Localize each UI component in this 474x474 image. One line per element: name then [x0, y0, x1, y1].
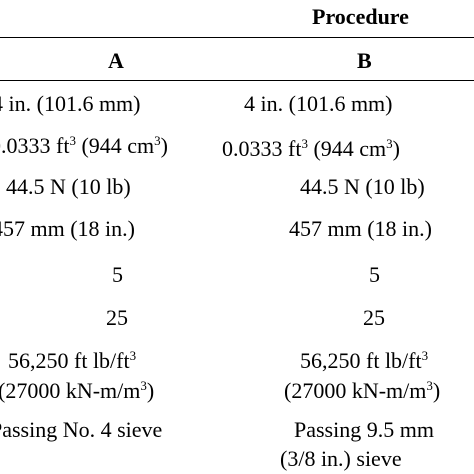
- cell-a-energy-metric: (27000 kN-m/m3): [0, 378, 155, 403]
- column-a-heading: A: [108, 48, 124, 73]
- cell-a-mold-diameter: 4 in. (101.6 mm): [0, 91, 141, 116]
- cell-a-layers: 5: [112, 262, 123, 287]
- cell-b-mold-diameter: 4 in. (101.6 mm): [244, 91, 393, 116]
- cell-a-rammer-weight: 44.5 N (10 lb): [6, 174, 131, 199]
- cell-a-drop-height: 457 mm (18 in.): [0, 216, 135, 241]
- cell-a-mold-volume: 0.0333 ft3 (944 cm3): [0, 133, 168, 158]
- cell-b-material-cont: (3/8 in.) sieve: [280, 446, 402, 471]
- cell-b-layers: 5: [369, 262, 380, 287]
- cell-b-energy-imperial: 56,250 ft lb/ft3: [300, 348, 429, 373]
- header-rule-top: [0, 37, 474, 38]
- cell-b-blows-per-layer: 25: [363, 305, 385, 330]
- cell-b-energy-metric: (27000 kN-m/m3): [284, 378, 441, 403]
- procedure-heading: Procedure: [312, 4, 409, 29]
- cell-b-material: Passing 9.5 mm: [294, 417, 434, 442]
- cell-a-material: Passing No. 4 sieve: [0, 417, 163, 442]
- column-b-heading: B: [357, 48, 372, 73]
- cell-b-drop-height: 457 mm (18 in.): [289, 216, 432, 241]
- cell-b-mold-volume: 0.0333 ft3 (944 cm3): [222, 136, 400, 161]
- header-rule-bottom: [0, 80, 474, 81]
- cell-a-energy-imperial: 56,250 ft lb/ft3: [8, 348, 137, 373]
- cell-a-blows-per-layer: 25: [106, 305, 128, 330]
- cell-b-rammer-weight: 44.5 N (10 lb): [300, 174, 425, 199]
